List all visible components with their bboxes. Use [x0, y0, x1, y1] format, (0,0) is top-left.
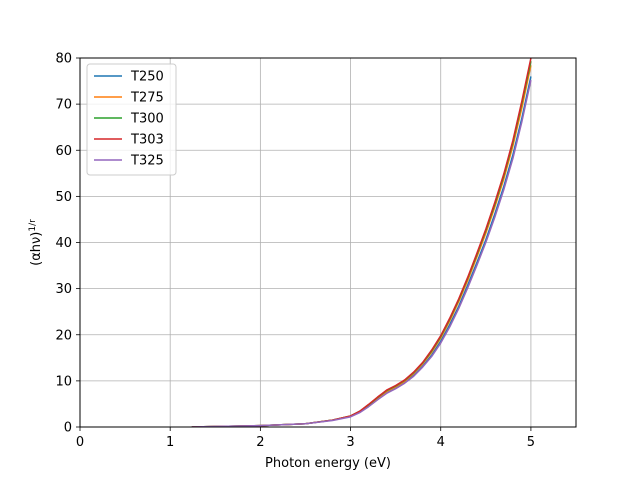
legend-box	[86, 63, 177, 176]
series-line-t250	[191, 76, 532, 427]
y-tick-label: 0	[64, 421, 72, 436]
series-line-t325	[191, 79, 532, 427]
y-tick-label: 60	[55, 144, 72, 159]
grid	[79, 57, 576, 428]
legend-label: T300	[130, 112, 164, 127]
y-tick-label: 50	[55, 190, 72, 205]
x-tick-label: 5	[527, 435, 535, 450]
legend-label: T303	[130, 133, 164, 148]
x-tick-label: 4	[437, 435, 445, 450]
y-tick-label: 10	[55, 374, 72, 389]
x-tick-label: 0	[76, 435, 84, 450]
legend-label: T250	[130, 70, 164, 85]
series-lines	[191, 57, 532, 427]
legend: T250 T275 T300 T303 T325	[86, 63, 177, 176]
y-tick-label: 30	[55, 282, 72, 297]
legend-label: T275	[130, 91, 164, 106]
legend-label: T325	[130, 154, 164, 169]
y-tick-label: 70	[55, 98, 72, 113]
x-tick-label: 1	[166, 435, 174, 450]
x-axis-label: Photon energy (eV)	[265, 456, 391, 471]
y-tick-label: 80	[55, 52, 72, 67]
y-tick-label: 20	[55, 328, 72, 343]
x-tick-label: 2	[256, 435, 264, 450]
x-tick-label: 3	[346, 435, 354, 450]
y-axis-label: (αhν)1/r	[28, 219, 44, 266]
y-tick-label: 40	[55, 236, 72, 251]
